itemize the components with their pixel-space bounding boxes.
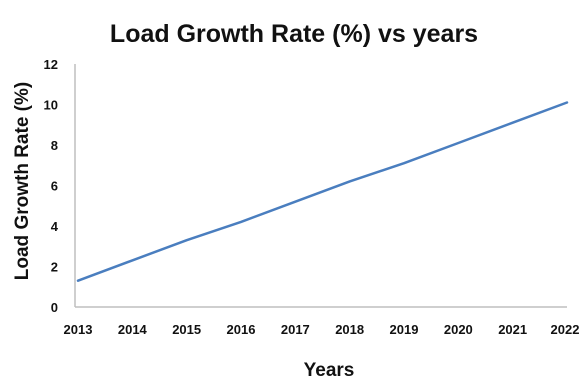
x-tick-label: 2014 xyxy=(118,322,148,337)
chart-axes xyxy=(74,64,567,308)
y-tick-label: 8 xyxy=(51,138,58,153)
y-tick-labels: 0 2 4 6 8 10 12 xyxy=(44,57,59,315)
x-tick-label: 2015 xyxy=(172,322,201,337)
y-tick-label: 4 xyxy=(51,219,59,234)
series-line xyxy=(76,101,569,282)
y-axis-label: Load Growth Rate (%) xyxy=(12,82,33,280)
x-tick-label: 2016 xyxy=(227,322,256,337)
data-series xyxy=(76,101,569,282)
y-tick-label: 12 xyxy=(44,57,58,72)
x-tick-labels: 2013 2014 2015 2016 2017 2018 2019 2020 2021 2022 xyxy=(64,322,580,337)
x-axis-label: Years xyxy=(304,360,355,381)
x-tick-label: 2018 xyxy=(335,322,364,337)
x-tick-label: 2019 xyxy=(390,322,419,337)
x-tick-label: 2020 xyxy=(444,322,473,337)
x-tick-label: 2013 xyxy=(64,322,93,337)
x-tick-label: 2022 xyxy=(551,322,580,337)
x-tick-label: 2017 xyxy=(281,322,310,337)
y-tick-label: 2 xyxy=(51,260,58,275)
y-tick-label: 6 xyxy=(51,179,58,194)
x-tick-label: 2021 xyxy=(498,322,527,337)
y-tick-label: 0 xyxy=(51,300,58,315)
chart-title: Load Growth Rate (%) vs years xyxy=(110,20,478,48)
y-tick-label: 10 xyxy=(44,98,58,113)
